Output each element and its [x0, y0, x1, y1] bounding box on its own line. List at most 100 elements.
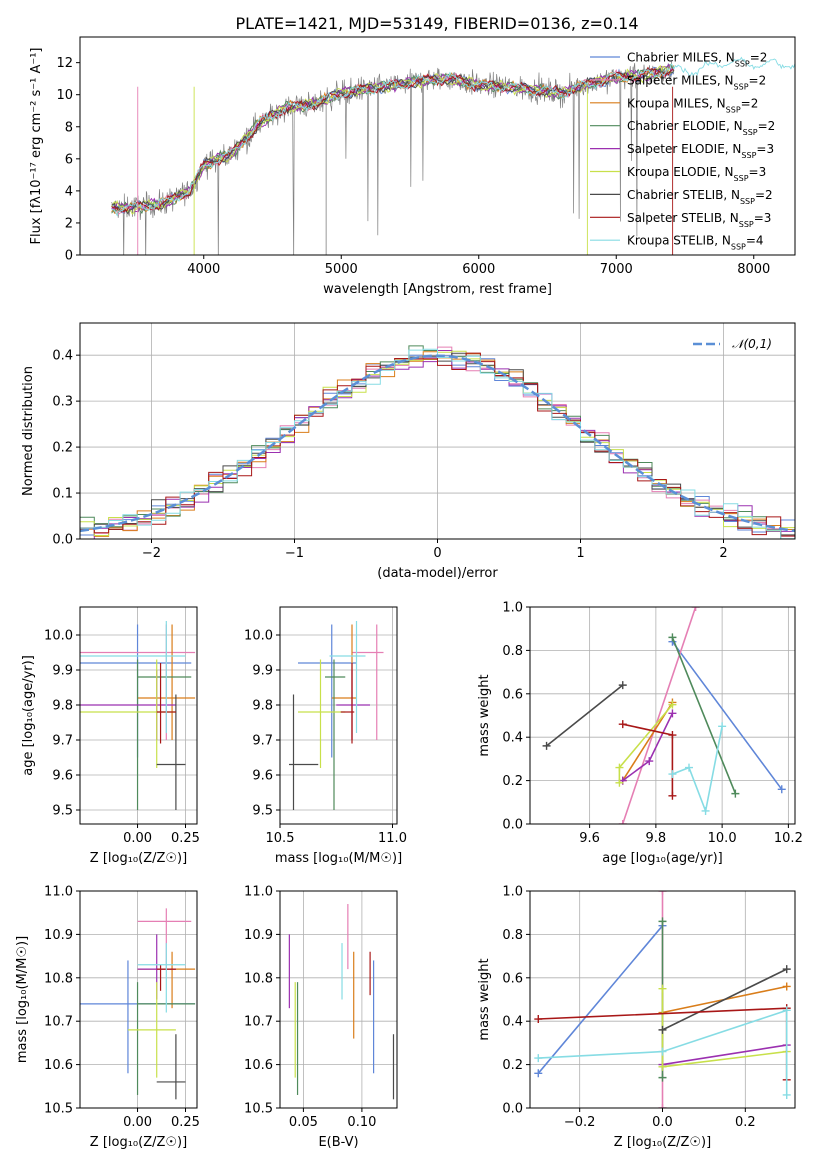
- legend-label: Chabrier STELIB, NSSP=2: [627, 188, 773, 206]
- plot-area: [80, 908, 196, 1100]
- frame: 9.6 9.8 10.0 10.2 0.0 0.2 0.4 0.6 0.8 1.0 age [log…: [477, 601, 803, 867]
- y-tick-label: 9.6: [252, 769, 273, 784]
- series-chabrier-elodie: [668, 633, 740, 798]
- axes-frame: [279, 606, 398, 825]
- series-marker: [534, 1069, 543, 1078]
- y-tick-label: 9.9: [252, 664, 273, 679]
- axes-frame: [79, 36, 796, 256]
- frame: −0.2 0.0 0.2 0.0 0.2 0.4 0.6 0.8 1.0 Z [log₁₀(Z/Z…: [477, 885, 796, 1150]
- x-tick-label: 1: [576, 546, 584, 561]
- y-axis-label: Flux [fλ10⁻¹⁷ erg cm⁻² s⁻¹ A⁻¹]: [29, 48, 44, 245]
- errorbar-kroupa-stelib: [329, 621, 366, 733]
- y-axis-label: mass [log₁₀(M/M☉)]: [15, 936, 30, 1063]
- y-tick-label: 10.5: [244, 1102, 273, 1117]
- x-tick-label: 0.10: [347, 1115, 376, 1130]
- y-tick-label: 9.7: [52, 734, 73, 749]
- x-tick-label: 7000: [600, 262, 633, 277]
- y-tick-label: 10.9: [244, 928, 273, 943]
- y-tick-label: 12: [56, 56, 73, 71]
- x-tick-label: −1: [285, 546, 304, 561]
- x-tick-label: 10.2: [774, 831, 803, 846]
- y-tick-label: 0.8: [502, 644, 523, 659]
- series-marker: [618, 720, 627, 729]
- y-tick-label: 0: [65, 249, 73, 264]
- series-kroupa-elodie: [658, 984, 791, 1071]
- series-marker: [658, 1025, 667, 1034]
- x-tick-label: 0.05: [289, 1115, 318, 1130]
- model-chabrier-stelib: [111, 68, 675, 215]
- x-tick-label: 5000: [325, 262, 358, 277]
- y-tick-label: 2: [65, 216, 73, 231]
- series-kroupa-stelib: [534, 1006, 791, 1099]
- y-tick-label: 0.3: [52, 395, 73, 410]
- y-tick-label: 0.0: [502, 1102, 523, 1117]
- series-line: [538, 1009, 788, 1095]
- x-tick-label: 10.0: [708, 831, 737, 846]
- series-marker: [782, 965, 791, 974]
- x-tick-label: 4000: [187, 262, 220, 277]
- errorbar-salpeter-stelib: [340, 663, 355, 744]
- series-line: [546, 684, 624, 747]
- errorbar-kroupa-elodie: [127, 982, 176, 1078]
- legend: 𝒩(0,1): [693, 337, 772, 351]
- x-axis-label: Z [log₁₀(Z/Z☉)]: [90, 851, 187, 866]
- y-tick-label: 0.8: [502, 928, 523, 943]
- frame: 0.00 0.25 10.5 10.6 10.7 10.8 10.9 11.0 Z [log₁₀…: [15, 885, 200, 1151]
- normal-curve: [80, 354, 795, 533]
- series-marker: [718, 722, 727, 731]
- y-tick-label: 0.6: [502, 687, 523, 702]
- y-tick-label: 0.4: [502, 731, 523, 746]
- y-tick-label: 10.6: [244, 1058, 273, 1073]
- x-tick-label: −2: [142, 546, 161, 561]
- y-tick-label: 9.5: [52, 804, 73, 819]
- series-marker: [615, 778, 624, 787]
- series-marker: [658, 984, 667, 993]
- y-tick-label: 0.4: [52, 349, 73, 364]
- x-axis-label: Z [log₁₀(Z/Z☉)]: [614, 1135, 711, 1150]
- axes-mass-vs-ebv: 0.05 0.10 10.5 10.6 10.7 10.8 10.9 11.0 E(B-V): [244, 885, 398, 1150]
- legend-label: 𝒩(0,1): [732, 337, 772, 351]
- y-tick-label: 9.8: [52, 699, 73, 714]
- y-axis-label: mass weight: [477, 958, 492, 1040]
- x-tick-label: 0.00: [123, 1115, 152, 1130]
- axes-weight-vs-Z: −0.2 0.0 0.2 0.0 0.2 0.4 0.6 0.8 1.0 Z [log₁₀(Z/Z…: [477, 885, 796, 1150]
- plots-layer: 4000 5000 6000 7000 8000024681012wavelength …: [15, 36, 803, 1151]
- legend-label: Kroupa ELODIE, NSSP=3: [627, 165, 766, 183]
- x-tick-label: 0.25: [171, 831, 200, 846]
- y-tick-label: 9.9: [52, 664, 73, 679]
- y-tick-label: 10.0: [244, 629, 273, 644]
- x-axis-label: E(B-V): [318, 1135, 358, 1150]
- y-axis-label: age [log₁₀(age/yr)]: [21, 655, 36, 776]
- series-salpeter-miles: [618, 607, 700, 824]
- y-tick-label: 4: [65, 184, 73, 199]
- y-tick-label: 1.0: [502, 601, 523, 616]
- series-kroupa-elodie: [615, 700, 677, 787]
- y-tick-label: 10.7: [244, 1015, 273, 1030]
- y-tick-label: 0.6: [502, 971, 523, 986]
- y-tick-label: 1.0: [502, 885, 523, 900]
- series-line: [537, 925, 664, 1074]
- y-tick-label: 10.8: [244, 971, 273, 986]
- series-marker: [658, 1073, 667, 1082]
- y-tick-label: 10.6: [44, 1058, 73, 1073]
- series-marker: [534, 1054, 543, 1063]
- frame: 0.05 0.10 10.5 10.6 10.7 10.8 10.9 11.0 E(B-V): [244, 885, 398, 1150]
- errorbar-chabrier-elodie: [136, 659, 192, 810]
- y-tick-label: 9.6: [52, 769, 73, 784]
- series-marker: [618, 820, 627, 824]
- x-tick-label: 11.0: [378, 831, 407, 846]
- series-marker: [668, 709, 677, 718]
- y-tick-label: 0.2: [502, 774, 523, 789]
- x-axis-label: mass [log₁₀(M/M☉)]: [275, 851, 402, 866]
- y-tick-label: 8: [65, 120, 73, 135]
- x-tick-label: 10.5: [266, 831, 295, 846]
- series-marker: [534, 1015, 543, 1024]
- errorbar-chabrier-miles: [298, 624, 357, 758]
- y-tick-label: 9.5: [252, 804, 273, 819]
- errorbar-chabrier-stelib: [156, 1034, 186, 1100]
- model-kroupa-stelib: [111, 56, 795, 217]
- series-marker: [668, 770, 677, 779]
- series-chabrier-stelib: [542, 681, 627, 750]
- legend-label: Salpeter MILES, NSSP=2: [627, 73, 766, 91]
